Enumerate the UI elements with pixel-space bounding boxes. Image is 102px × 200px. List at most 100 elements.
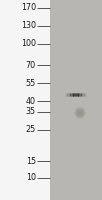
Bar bbox=[85, 95, 86, 96]
Bar bbox=[70, 96, 71, 97]
Bar bbox=[83, 95, 84, 96]
Bar bbox=[79, 96, 80, 97]
Bar bbox=[77, 94, 78, 95]
Bar bbox=[77, 95, 78, 96]
Bar bbox=[84, 96, 85, 97]
Bar bbox=[83, 94, 84, 95]
Text: 25: 25 bbox=[26, 126, 36, 134]
Bar bbox=[70, 95, 71, 96]
Bar bbox=[78, 93, 79, 94]
Bar bbox=[75, 94, 76, 95]
Bar bbox=[68, 96, 69, 97]
Bar bbox=[76, 95, 77, 96]
Bar bbox=[65, 93, 66, 94]
Bar bbox=[78, 93, 79, 94]
Bar bbox=[78, 95, 79, 96]
Text: 55: 55 bbox=[26, 78, 36, 88]
Bar bbox=[74, 93, 75, 94]
Bar bbox=[71, 94, 72, 95]
Text: 170: 170 bbox=[21, 3, 36, 12]
Bar bbox=[72, 94, 73, 95]
Text: 40: 40 bbox=[26, 97, 36, 106]
Bar bbox=[66, 95, 67, 96]
Bar bbox=[65, 94, 66, 95]
Bar bbox=[78, 94, 79, 95]
Bar bbox=[67, 96, 68, 97]
Bar bbox=[70, 94, 71, 95]
Bar bbox=[78, 95, 79, 96]
Bar bbox=[75, 93, 76, 94]
Bar bbox=[86, 95, 87, 96]
Bar bbox=[70, 96, 71, 97]
Bar bbox=[83, 93, 84, 94]
Bar bbox=[76, 95, 77, 96]
Bar bbox=[82, 96, 83, 97]
Bar bbox=[79, 95, 80, 96]
Bar bbox=[84, 94, 85, 95]
Bar bbox=[85, 96, 86, 97]
Text: 70: 70 bbox=[26, 60, 36, 70]
Bar bbox=[71, 96, 72, 97]
Bar bbox=[76, 94, 77, 95]
Bar bbox=[78, 96, 79, 97]
Bar bbox=[70, 93, 71, 94]
Bar bbox=[84, 93, 85, 94]
Bar bbox=[81, 94, 82, 95]
Bar bbox=[74, 96, 75, 97]
Bar bbox=[77, 93, 78, 94]
Bar bbox=[65, 95, 66, 96]
Bar bbox=[84, 96, 85, 97]
Bar bbox=[86, 94, 87, 95]
Bar bbox=[79, 94, 80, 95]
Bar bbox=[65, 96, 66, 97]
Bar bbox=[86, 93, 87, 94]
Bar bbox=[72, 95, 73, 96]
Bar bbox=[74, 94, 75, 95]
Bar bbox=[73, 95, 74, 96]
Bar bbox=[78, 94, 79, 95]
Bar bbox=[76, 94, 77, 95]
Bar bbox=[84, 93, 85, 94]
Bar bbox=[68, 93, 69, 94]
Bar bbox=[76, 93, 77, 94]
Bar bbox=[67, 95, 68, 96]
Bar bbox=[70, 95, 71, 96]
Text: 100: 100 bbox=[21, 40, 36, 48]
Bar bbox=[73, 94, 74, 95]
Bar bbox=[73, 93, 74, 94]
Bar bbox=[66, 93, 67, 94]
Bar bbox=[72, 96, 73, 97]
Bar bbox=[73, 95, 74, 96]
Bar bbox=[73, 94, 74, 95]
Bar bbox=[66, 96, 67, 97]
Bar bbox=[67, 95, 68, 96]
Bar bbox=[67, 94, 68, 95]
Bar bbox=[65, 94, 66, 95]
Bar bbox=[69, 93, 70, 94]
Bar bbox=[70, 93, 71, 94]
Bar bbox=[81, 93, 82, 94]
Bar bbox=[68, 95, 69, 96]
Bar bbox=[82, 93, 83, 94]
Bar bbox=[73, 96, 74, 97]
Bar bbox=[80, 94, 81, 95]
Bar bbox=[69, 96, 70, 97]
Bar bbox=[75, 95, 76, 96]
Text: 35: 35 bbox=[26, 108, 36, 116]
Bar bbox=[75, 96, 76, 97]
Text: 10: 10 bbox=[26, 173, 36, 182]
Bar bbox=[81, 96, 82, 97]
Bar bbox=[68, 94, 69, 95]
Bar bbox=[80, 96, 81, 97]
Bar bbox=[70, 94, 71, 95]
Bar bbox=[73, 96, 74, 97]
Bar bbox=[82, 95, 83, 96]
Bar bbox=[79, 93, 80, 94]
Bar bbox=[65, 96, 66, 97]
Bar bbox=[67, 93, 68, 94]
Text: 130: 130 bbox=[21, 21, 36, 30]
Bar bbox=[65, 93, 66, 94]
Bar bbox=[72, 93, 73, 94]
Bar bbox=[84, 94, 85, 95]
Bar bbox=[76, 96, 77, 97]
